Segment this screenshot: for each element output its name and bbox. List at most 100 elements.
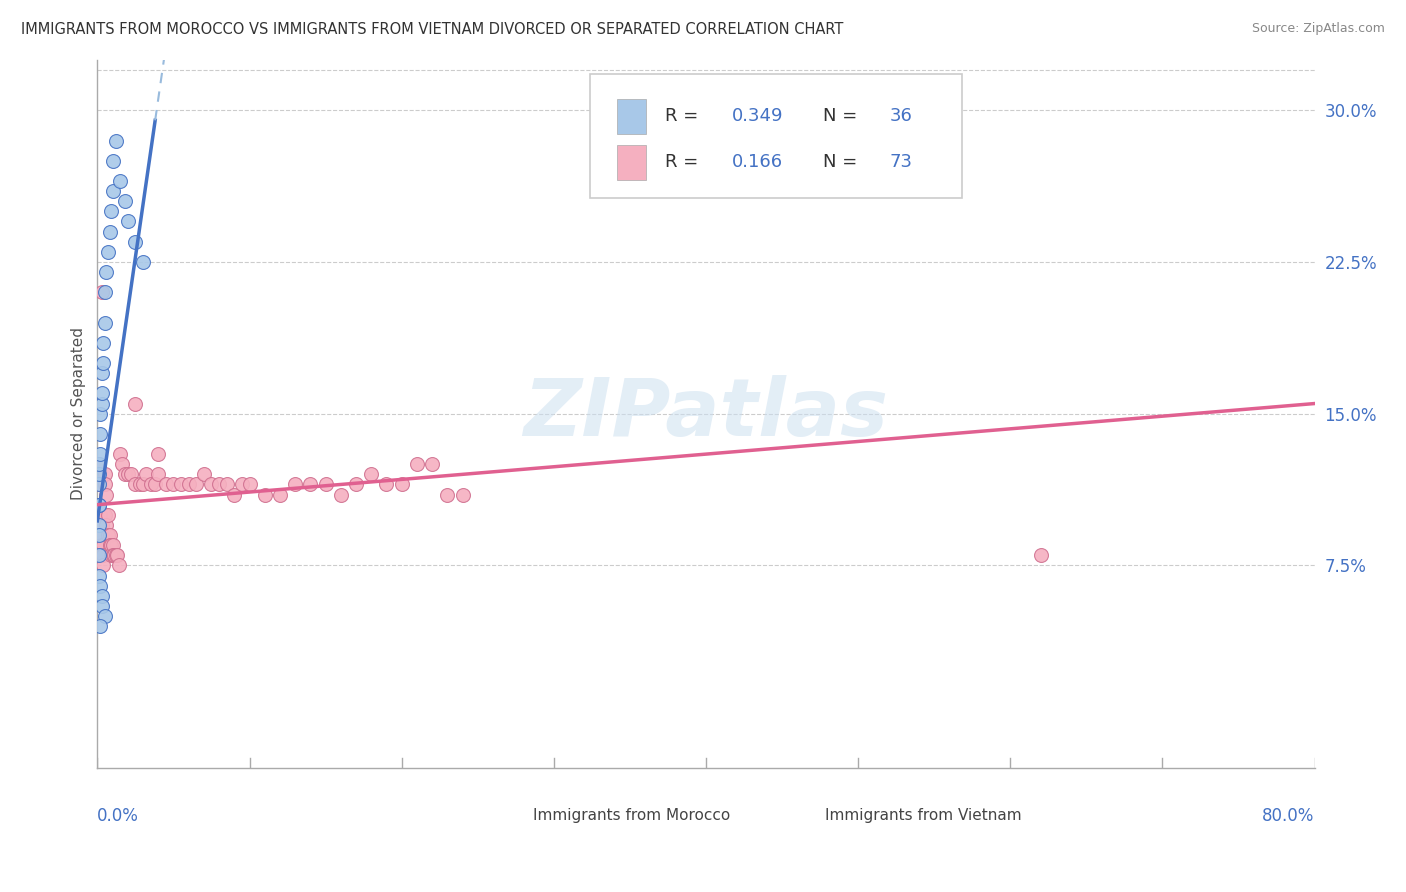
Text: Source: ZipAtlas.com: Source: ZipAtlas.com	[1251, 22, 1385, 36]
Point	[105, 549, 128, 563]
Bar	[617, 145, 647, 180]
Point	[177, 477, 200, 491]
Point	[101, 538, 124, 552]
Point	[87, 549, 110, 563]
Point	[315, 477, 337, 491]
Point	[269, 487, 291, 501]
Point	[94, 508, 117, 522]
Text: Immigrants from Morocco: Immigrants from Morocco	[533, 808, 730, 823]
Point	[90, 517, 112, 532]
Point	[391, 477, 413, 491]
Text: 73: 73	[890, 153, 912, 171]
Text: 0.0%: 0.0%	[97, 806, 139, 824]
Point	[93, 356, 115, 370]
Point	[93, 335, 115, 350]
Point	[120, 467, 142, 482]
Point	[90, 366, 112, 380]
Point	[90, 538, 112, 552]
Point	[87, 498, 110, 512]
Point	[96, 517, 118, 532]
Point	[90, 528, 112, 542]
Point	[98, 538, 121, 552]
Point	[94, 477, 117, 491]
Text: ZIPatlas: ZIPatlas	[523, 375, 889, 452]
Point	[87, 568, 110, 582]
Point	[329, 487, 352, 501]
Point	[117, 467, 139, 482]
Point	[100, 204, 122, 219]
Point	[97, 244, 120, 259]
Point	[114, 194, 136, 209]
Point	[135, 467, 157, 482]
Text: Immigrants from Vietnam: Immigrants from Vietnam	[825, 808, 1022, 823]
Point	[284, 477, 307, 491]
Point	[129, 477, 152, 491]
Point	[87, 457, 110, 471]
Point	[132, 255, 155, 269]
Point	[108, 447, 131, 461]
Point	[96, 487, 118, 501]
Text: N =: N =	[823, 153, 863, 171]
Point	[97, 528, 120, 542]
Point	[89, 426, 111, 441]
Point	[90, 599, 112, 613]
Point	[155, 477, 177, 491]
Point	[89, 579, 111, 593]
Text: N =: N =	[823, 107, 863, 125]
Point	[89, 407, 111, 421]
Point	[132, 477, 155, 491]
Point	[124, 235, 146, 249]
Point	[104, 549, 127, 563]
Point	[215, 477, 238, 491]
Point	[90, 396, 112, 410]
Point	[101, 153, 124, 168]
Point	[87, 528, 110, 542]
Point	[93, 558, 115, 573]
Point	[117, 214, 139, 228]
FancyBboxPatch shape	[591, 74, 962, 198]
Point	[90, 549, 112, 563]
Text: 0.349: 0.349	[731, 107, 783, 125]
Point	[139, 477, 162, 491]
Point	[148, 447, 170, 461]
Point	[93, 549, 115, 563]
Point	[299, 477, 322, 491]
Point	[89, 447, 111, 461]
Point	[103, 549, 125, 563]
Point	[87, 517, 110, 532]
Point	[108, 174, 131, 188]
Point	[208, 477, 231, 491]
Point	[124, 396, 146, 410]
Y-axis label: Divorced or Separated: Divorced or Separated	[72, 327, 86, 500]
Point	[162, 477, 184, 491]
Text: R =: R =	[665, 107, 703, 125]
Point	[360, 467, 382, 482]
Point	[186, 477, 208, 491]
Point	[148, 467, 170, 482]
Point	[96, 265, 118, 279]
Point	[111, 457, 134, 471]
Point	[100, 549, 122, 563]
Point	[124, 477, 146, 491]
Point	[436, 487, 458, 501]
Point	[224, 487, 246, 501]
Point	[94, 285, 117, 300]
Point	[231, 477, 253, 491]
Point	[344, 477, 367, 491]
Point	[200, 477, 222, 491]
Point	[101, 549, 124, 563]
Bar	[792, 801, 818, 828]
Text: IMMIGRANTS FROM MOROCCO VS IMMIGRANTS FROM VIETNAM DIVORCED OR SEPARATED CORRELA: IMMIGRANTS FROM MOROCCO VS IMMIGRANTS FR…	[21, 22, 844, 37]
Point	[405, 457, 427, 471]
Text: 36: 36	[890, 107, 912, 125]
Point	[253, 487, 276, 501]
Point	[89, 508, 111, 522]
Bar	[617, 98, 647, 134]
Point	[94, 467, 117, 482]
Point	[87, 498, 110, 512]
Point	[238, 477, 260, 491]
Point	[87, 477, 110, 491]
Point	[170, 477, 193, 491]
Point	[1029, 549, 1052, 563]
Text: 0.166: 0.166	[731, 153, 783, 171]
